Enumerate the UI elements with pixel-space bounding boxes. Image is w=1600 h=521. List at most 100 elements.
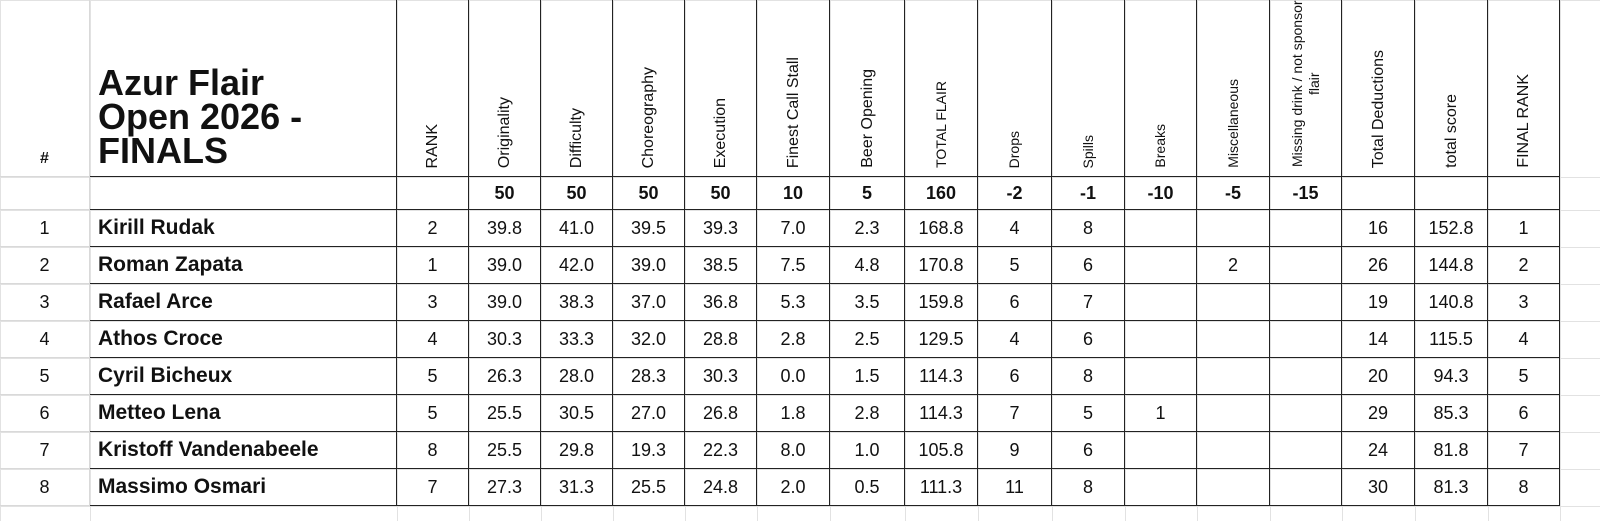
cell-text: Azur Flair Open 2026 - FINALS	[98, 62, 303, 171]
cell-text: 144.8	[1428, 254, 1474, 275]
cell-text: 5	[39, 365, 50, 386]
cell-text: 2.3	[854, 217, 880, 238]
data-cell: 3	[1488, 284, 1560, 321]
cell-text: 29.8	[558, 439, 595, 460]
cell-text: Roman Zapata	[98, 253, 243, 276]
header-cell: Choreography	[613, 0, 685, 177]
cell-text: 28.3	[630, 365, 667, 386]
cell-text: 4.8	[854, 254, 880, 275]
cell-text: 38.5	[702, 254, 739, 275]
data-cell: 2	[1197, 247, 1270, 284]
max-points-cell: -15	[1270, 177, 1342, 210]
data-cell	[1270, 395, 1342, 432]
cell-text: 6	[39, 402, 50, 423]
data-cell: 170.8	[905, 247, 978, 284]
data-cell: 7	[397, 469, 469, 506]
data-cell: 39.8	[469, 210, 541, 247]
cell-text: 25.5	[486, 402, 523, 423]
data-cell: Athos Croce	[90, 321, 397, 358]
data-cell: 39.0	[613, 247, 685, 284]
data-cell: 2.5	[830, 321, 905, 358]
cell-text: 27.3	[486, 476, 523, 497]
grid-line	[0, 284, 1600, 285]
data-cell	[1270, 432, 1342, 469]
data-cell: 24.8	[685, 469, 757, 506]
cell-text: 50	[494, 182, 515, 203]
data-cell: 36.8	[685, 284, 757, 321]
grid-line	[0, 395, 1600, 396]
data-cell: 152.8	[1415, 210, 1488, 247]
data-cell: 26.3	[469, 358, 541, 395]
cell-text: -2	[1006, 182, 1023, 203]
data-cell: 2.0	[757, 469, 830, 506]
cell-text: 129.5	[918, 328, 964, 349]
cell-text: 5	[1082, 402, 1093, 423]
cell-text: 3.5	[854, 291, 880, 312]
cell-text: 39.3	[702, 217, 739, 238]
cell-text: 10	[782, 182, 804, 203]
data-cell: 11	[978, 469, 1052, 506]
cell-text: 24	[1367, 439, 1389, 460]
data-cell: 115.5	[1415, 321, 1488, 358]
data-cell: 7	[978, 395, 1052, 432]
data-cell: 140.8	[1415, 284, 1488, 321]
header-cell: Miscellaneous	[1197, 0, 1270, 177]
data-cell: 39.3	[685, 210, 757, 247]
max-points-cell: 50	[541, 177, 613, 210]
cell-text: Drops	[1006, 130, 1022, 168]
cell-text: 27.0	[630, 402, 667, 423]
header-cell: RANK	[397, 0, 469, 177]
header-cell: Breaks	[1125, 0, 1197, 177]
data-cell: 24	[1342, 432, 1415, 469]
data-cell: Metteo Lena	[90, 395, 397, 432]
data-cell	[1270, 247, 1342, 284]
cell-text: #	[40, 150, 49, 167]
cell-text: 7	[1082, 291, 1093, 312]
data-cell: 8	[1488, 469, 1560, 506]
grid-line	[0, 0, 1, 521]
cell-text: 114.3	[919, 365, 963, 386]
grid-line	[757, 0, 758, 521]
data-cell: 7	[0, 432, 90, 469]
cell-text: 2	[39, 254, 50, 275]
data-cell: 5	[1488, 358, 1560, 395]
cell-text: 2.0	[780, 476, 806, 497]
cell-text: 111.3	[919, 476, 963, 497]
data-cell: 5.3	[757, 284, 830, 321]
header-cell: FINAL RANK	[1488, 0, 1560, 177]
cell-text: 25.5	[486, 439, 523, 460]
grid-line	[541, 0, 542, 521]
grid-line	[613, 0, 614, 521]
cell-text: TOTAL FLAIR	[932, 81, 949, 168]
max-points-cell	[90, 177, 397, 210]
data-cell	[1270, 284, 1342, 321]
header-cell: total score	[1415, 0, 1488, 177]
header-cell: TOTAL FLAIR	[905, 0, 978, 177]
cell-text: Metteo Lena	[98, 401, 221, 424]
cell-text: -15	[1292, 182, 1319, 203]
data-cell: 7	[1488, 432, 1560, 469]
cell-text: 19	[1367, 291, 1389, 312]
data-cell: 41.0	[541, 210, 613, 247]
cell-text: FINAL RANK	[1515, 74, 1532, 168]
grid-line	[0, 177, 1600, 178]
cell-text: 26	[1367, 254, 1389, 275]
data-cell: 4.8	[830, 247, 905, 284]
data-cell	[1270, 210, 1342, 247]
cell-text: 3	[39, 291, 50, 312]
data-cell: 3	[0, 284, 90, 321]
grid-line	[1488, 0, 1489, 521]
data-cell: Massimo Osmari	[90, 469, 397, 506]
data-cell: 7	[1052, 284, 1125, 321]
data-cell: 1	[0, 210, 90, 247]
header-cell: Finest Call Stall	[757, 0, 830, 177]
cell-text: 170.8	[918, 254, 964, 275]
data-cell: 6	[0, 395, 90, 432]
grid-line	[978, 0, 979, 521]
data-cell	[1197, 432, 1270, 469]
cell-text: 4	[1518, 328, 1529, 349]
cell-text: 2.8	[854, 402, 880, 423]
cell-text: Cyril Bicheux	[98, 364, 233, 387]
cell-text: 50	[638, 182, 659, 203]
cell-text: 30.3	[702, 365, 739, 386]
